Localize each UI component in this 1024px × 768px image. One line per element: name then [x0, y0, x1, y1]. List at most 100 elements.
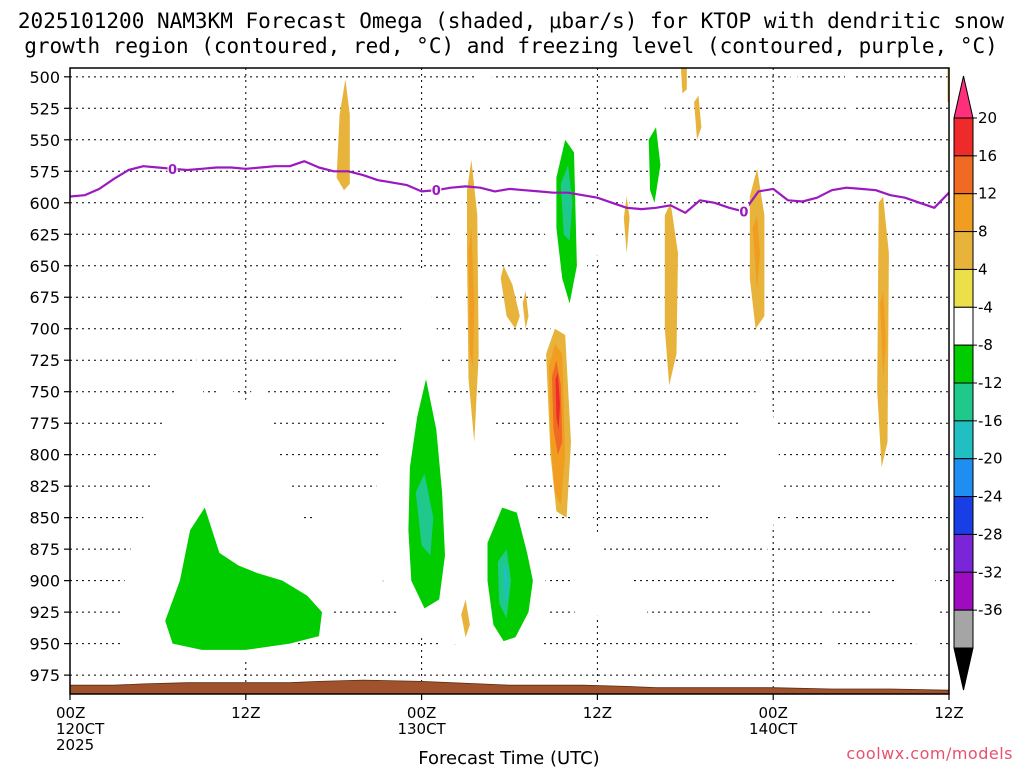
colorbar-swatch	[953, 382, 974, 422]
chart-title-line1: 2025101200 NAM3KM Forecast Omega (shaded…	[18, 9, 1005, 33]
plot-frame	[69, 67, 950, 695]
omega-region	[845, 68, 857, 153]
colorbar-top-arrow	[953, 75, 974, 119]
colorbar-label: -24	[978, 488, 1003, 506]
omega-core	[165, 507, 322, 650]
y-tick-label: 900	[29, 572, 60, 591]
colorbar-label: -32	[978, 563, 1003, 581]
freezing-label-bg	[167, 160, 178, 176]
omega-region	[789, 68, 799, 87]
colorbar-label: 16	[978, 147, 997, 165]
omega-region	[710, 353, 787, 551]
colorbar-swatch	[953, 268, 974, 308]
x-axis-label: Forecast Time (UTC)	[418, 748, 599, 768]
omega-positive-region	[336, 79, 350, 191]
y-tick-label: 600	[29, 194, 60, 213]
y-tick-label: 650	[29, 257, 60, 276]
x-tick-label: 00Z	[407, 704, 436, 722]
omega-core	[487, 507, 533, 642]
freezing-level-layer: 0 0 0	[70, 160, 949, 221]
freezing-label-bg	[431, 182, 442, 198]
x-tick-label: 130CT	[397, 720, 446, 738]
omega-region	[450, 190, 466, 405]
omega-core	[560, 165, 573, 241]
credit-text: coolwx.com/models	[846, 744, 1013, 763]
freezing-level-label: 0	[432, 184, 441, 199]
colorbar-swatch	[953, 155, 974, 195]
colorbar-label: -8	[978, 336, 993, 354]
colorbar-label: -36	[978, 601, 1003, 619]
omega-core	[415, 473, 434, 556]
omega-region	[477, 68, 492, 113]
colorbar-swatch	[953, 609, 974, 649]
x-tick-label: 140CT	[749, 720, 798, 738]
x-tick-label: 12Z	[231, 704, 260, 722]
freezing-label-bg	[738, 203, 749, 219]
y-tick-label: 525	[29, 99, 60, 118]
y-tick-label: 775	[29, 414, 60, 433]
omega-positive-region	[461, 599, 470, 638]
colorbar-swatch	[953, 420, 974, 460]
y-tick-label: 850	[29, 509, 60, 528]
y-tick-label: 700	[29, 320, 60, 339]
y-tick-label: 975	[29, 666, 60, 685]
y-tick-label: 725	[29, 351, 60, 370]
omega-positive-region	[468, 228, 475, 367]
y-tick-label: 675	[29, 288, 60, 307]
y-tick-label: 925	[29, 603, 60, 622]
omega-region	[594, 177, 617, 291]
omega-region	[869, 517, 941, 652]
omega-region	[622, 190, 633, 430]
omega-region	[820, 605, 837, 650]
y-axis: 500 525 550 575 600 625 650 675 700 725 750 775 800 8…	[29, 68, 70, 685]
colorbar-label: -28	[978, 525, 1003, 543]
omega-positive-region	[555, 372, 560, 430]
x-tick-label: 2025	[56, 736, 94, 754]
x-tick-label: 12Z	[583, 704, 612, 722]
chart-title-line2: growth region (contoured, red, °C) and f…	[24, 34, 998, 58]
omega-positive-region	[500, 265, 520, 329]
colorbar-swatch	[953, 231, 974, 270]
y-tick-label: 800	[29, 446, 60, 465]
terrain-layer	[70, 679, 949, 694]
colorbar-swatch	[953, 117, 974, 157]
colorbar-label: -16	[978, 412, 1003, 430]
terrain-surface	[70, 679, 949, 694]
freezing-level-line	[70, 160, 949, 214]
freezing-level-label: 0	[168, 163, 177, 178]
colorbar-bottom-arrow	[953, 647, 974, 691]
x-tick-label: 00Z	[759, 704, 788, 722]
omega-positive-region	[694, 95, 702, 140]
freezing-level-label: 0	[739, 206, 748, 221]
omega-positive-region	[880, 290, 886, 380]
omega-core	[648, 127, 661, 203]
colorbar-swatch	[953, 306, 974, 346]
colorbar-swatch	[953, 496, 974, 535]
omega-region	[784, 515, 796, 531]
x-tick-label: 120CT	[56, 720, 105, 738]
colorbar-swatch	[953, 193, 974, 233]
colorbar: 20 16 12 8 4 -4 -8 -12 -16 -20 -24 -28 -32 -36	[953, 75, 1003, 691]
x-tick-label: 12Z	[934, 704, 963, 722]
omega-positive-region	[664, 202, 678, 386]
y-tick-label: 950	[29, 635, 60, 654]
omega-positive-region	[680, 68, 687, 94]
colorbar-label: 12	[978, 185, 997, 203]
y-tick-label: 575	[29, 162, 60, 181]
omega-positive-region	[752, 215, 760, 291]
omega-region	[571, 495, 649, 631]
y-tick-label: 750	[29, 383, 60, 402]
colorbar-label: -20	[978, 450, 1003, 468]
omega-positive-region	[623, 196, 630, 254]
y-tick-label: 625	[29, 225, 60, 244]
colorbar-swatch	[953, 571, 974, 611]
colorbar-swatch	[953, 458, 974, 498]
colorbar-swatch	[953, 533, 974, 573]
omega-positive-region	[522, 290, 529, 329]
colorbar-label: 8	[978, 223, 988, 241]
colorbar-label: 4	[978, 260, 988, 278]
colorbar-swatch	[953, 344, 974, 384]
colorbar-label: -12	[978, 374, 1003, 392]
y-tick-label: 550	[29, 131, 60, 150]
